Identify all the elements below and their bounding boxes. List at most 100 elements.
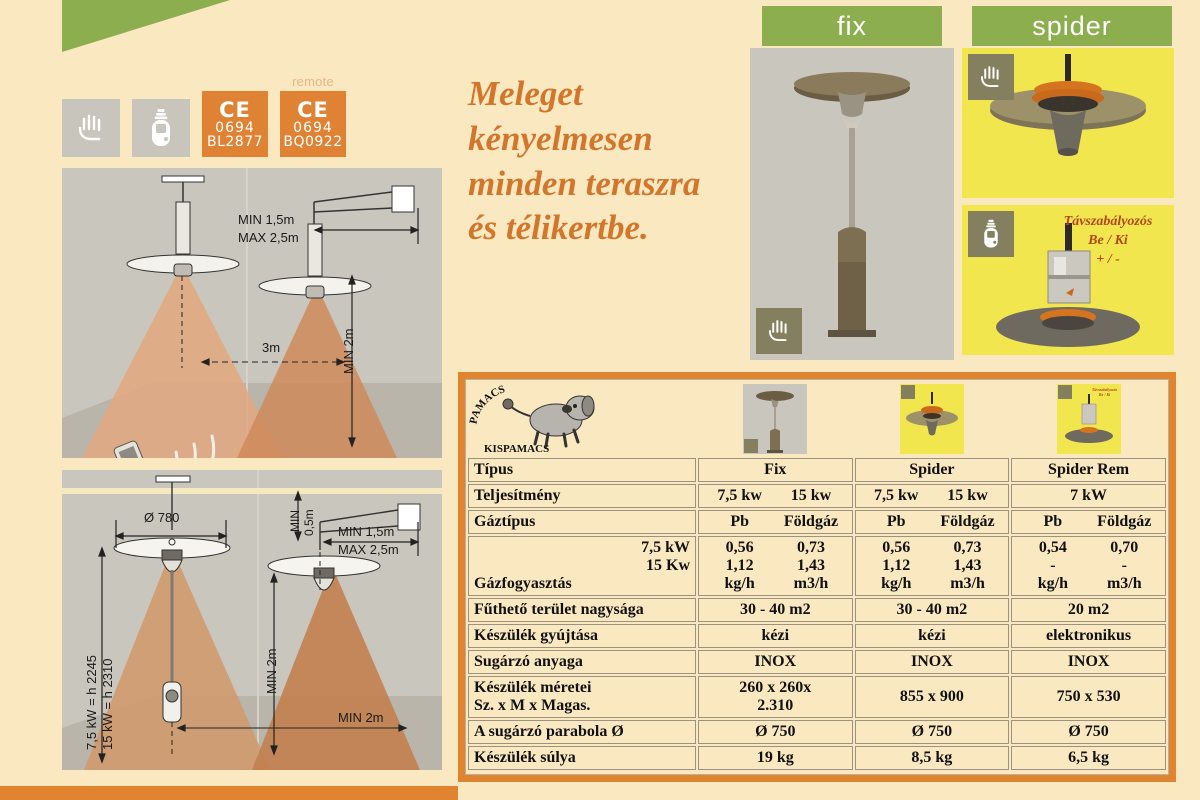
remote-control-icon: [968, 211, 1014, 257]
badge-hand-wrap: [62, 82, 120, 157]
cell-spider: 30 - 40 m2: [854, 598, 1010, 622]
table-row-futheto-terulet: Fűthető terület nagysága 30 - 40 m2 30 -…: [468, 598, 1166, 622]
decorative-corner-triangle: [62, 0, 230, 52]
remote-caption-mini: Távszabályozós Be / Ki: [1091, 387, 1118, 398]
row-label: Gáztípus: [468, 510, 696, 534]
cell-spider-rem: Ø 750: [1011, 720, 1166, 744]
cell-spider: INOX: [854, 650, 1010, 674]
logo-cell: PAMACS: [467, 382, 696, 456]
remote-caption-line-1: Távszabályozós: [1063, 214, 1153, 229]
fix-thumbnail-cell: [698, 382, 853, 456]
dimension-label: 7,5 kW = h 2245: [84, 654, 99, 750]
cell-spider-rem: 750 x 530: [1011, 676, 1166, 718]
table-row-sugarzo-anyaga: Sugárzó anyaga INOX INOX INOX: [468, 650, 1166, 674]
dimension-label: MIN 2m: [264, 648, 279, 695]
cell-spider-rem: elektronikus: [1011, 624, 1166, 648]
row-label: Fűthető terület nagysága: [468, 598, 696, 622]
table-row-meretei: Készülék méretei Sz. x M x Magas. 260 x …: [468, 676, 1166, 718]
ce-badge-bl2877: CE 0694 BL2877: [202, 91, 268, 157]
spider-rem-thumbnail: Távszabályozós Be / Ki: [1056, 384, 1121, 454]
product-title-fix: fix: [762, 6, 942, 46]
tagline: Meleget kényelmesen minden teraszra és t…: [468, 74, 701, 248]
badge-remote-wrap: [132, 82, 190, 157]
remote-control-icon: [1057, 385, 1072, 399]
cell-line-2: 2.310: [757, 697, 794, 714]
spec-table-block: PAMACS: [458, 372, 1176, 782]
cell-spider-rem: Pb Földgáz: [1011, 510, 1166, 534]
row-label-meretei: Készülék méretei Sz. x M x Magas.: [468, 676, 696, 718]
dimension-label: 15 kW = h 2310: [100, 658, 115, 750]
spider-rem-thumbnail-cell: Távszabályozós Be / Ki: [1011, 382, 1166, 456]
row-label-gazfogyasztas: 7,5 kW 15 Kw Gázfogyasztás: [468, 536, 696, 596]
dimension-label: 3m: [262, 340, 281, 355]
badge-ce-2-wrap: remote CE 0694 BQ0922: [280, 74, 346, 157]
svg-text:PAMACS: PAMACS: [468, 383, 507, 425]
row-label-line-2: Sz. x M x Magas.: [474, 697, 591, 714]
hand-icon: [900, 385, 915, 399]
ce-mark-text: CE: [297, 97, 329, 122]
hand-icon: [968, 54, 1014, 100]
ce-number-text: 0694: [215, 119, 255, 136]
row-label: Sugárzó anyaga: [468, 650, 696, 674]
remote-caption: Távszabályozós Be / Ki + / -: [1048, 213, 1168, 270]
table-row-gyujtas: Készülék gyújtása kézi kézi elektronikus: [468, 624, 1166, 648]
cell-fix: kézi: [698, 624, 853, 648]
cell-spider: 7,5 kw 15 kw: [854, 484, 1010, 508]
cell-fix: 7,5 kw 15 kw: [698, 484, 853, 508]
row-label: Típus: [468, 458, 696, 482]
power-label-75: 7,5 kW: [641, 539, 690, 556]
product-photo-spider: [962, 48, 1174, 198]
cell-fix: Fix: [698, 458, 853, 482]
cell-fix: Ø 750: [698, 720, 853, 744]
spider-thumbnail: [899, 384, 964, 454]
ce-mark-text: CE: [219, 97, 251, 122]
badge-ce-1-wrap: CE 0694 BL2877: [202, 74, 268, 157]
ce-badge-bq0922: CE 0694 BQ0922: [280, 91, 346, 157]
remote-caption-line-3: + / -: [1096, 251, 1120, 267]
remote-caption-line-2: Be / Ki: [1088, 232, 1128, 248]
cell-spider-rem: 7 kW: [1011, 484, 1166, 508]
table-row-gazfogyasztas: 7,5 kW 15 Kw Gázfogyasztás 0,56 0,73 1,12…: [468, 536, 1166, 596]
product-photo-spider-remote: Távszabályozós Be / Ki + / -: [962, 205, 1174, 355]
power-label-15: 15 Kw: [646, 557, 690, 574]
hand-icon: [62, 99, 120, 157]
dimension-label: 0,5m: [302, 509, 316, 536]
cell-spider-rem: Spider Rem: [1011, 458, 1166, 482]
dimension-label: MIN: [288, 510, 302, 532]
dimension-label: MAX 2,5m: [238, 230, 299, 245]
spec-table: PAMACS: [466, 380, 1168, 772]
fix-thumbnail: [743, 384, 808, 454]
dimension-label: MIN 1,5m: [238, 212, 295, 227]
ce-code-text: BL2877: [206, 133, 264, 150]
row-label: Gázfogyasztás: [474, 575, 572, 592]
installation-diagram-top: MIN 1,5m MAX 2,5m MIN 2m 3m: [62, 168, 442, 458]
cell-spider: Spider: [854, 458, 1010, 482]
table-row-sulya: Készülék súlya 19 kg 8,5 kg 6,5 kg: [468, 746, 1166, 770]
dimension-label: MIN 2m: [338, 710, 384, 725]
cell-spider: 855 x 900: [854, 676, 1010, 718]
remote-label: remote: [292, 74, 334, 89]
hand-icon: [744, 439, 759, 453]
product-photo-fix: [750, 48, 954, 360]
table-row-parabola: A sugárzó parabola Ø Ø 750 Ø 750 Ø 750: [468, 720, 1166, 744]
table-row-teljesitmeny: Teljesítmény 7,5 kw 15 kw 7,5 kw 15 kw 7 k…: [468, 484, 1166, 508]
cell-spider: 8,5 kg: [854, 746, 1010, 770]
product-title-spider: spider: [972, 6, 1172, 46]
dimension-label: MAX 2,5m: [338, 542, 399, 557]
table-header-row: PAMACS: [467, 382, 1166, 456]
cell-fix: 260 x 260x 2.310: [698, 676, 853, 718]
cell-fix: 30 - 40 m2: [698, 598, 853, 622]
row-label: Teljesítmény: [468, 484, 696, 508]
cell-spider-rem: 6,5 kg: [1011, 746, 1166, 770]
dimension-label: MIN 2m: [341, 328, 356, 375]
cell-spider-rem: 20 m2: [1011, 598, 1166, 622]
spider-thumbnail-cell: [855, 382, 1010, 456]
row-label: Készülék súlya: [468, 746, 696, 770]
row-label: A sugárzó parabola Ø: [468, 720, 696, 744]
svg-text:KISPAMACS: KISPAMACS: [484, 443, 549, 455]
dog-logo: PAMACS: [467, 382, 618, 456]
cell-fix: INOX: [698, 650, 853, 674]
spec-table-inner: PAMACS: [465, 379, 1169, 775]
installation-diagram-bottom: Ø 780 MIN 0,5m 7,5 kW = h 2245 15 kW = h…: [62, 470, 442, 770]
certification-badges: CE 0694 BL2877 remote CE 0694 BQ0922: [62, 74, 346, 157]
